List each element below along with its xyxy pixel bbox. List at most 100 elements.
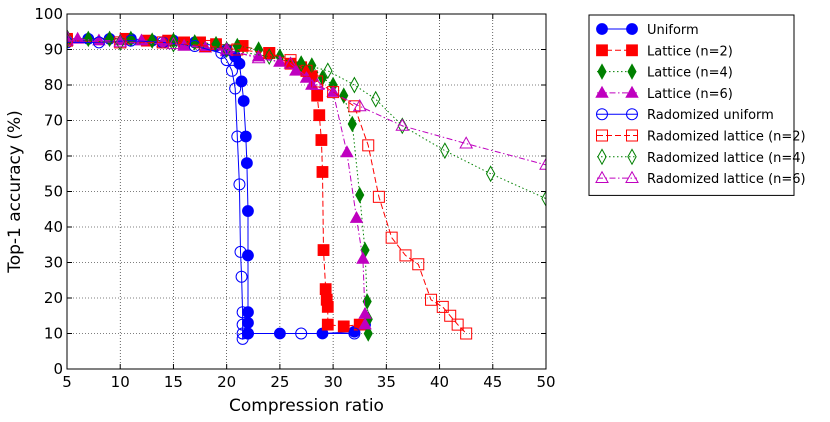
data-point	[440, 142, 450, 160]
data-point	[352, 98, 367, 112]
data-point	[321, 318, 334, 331]
series-5	[67, 34, 473, 340]
x-tick-label: 5	[62, 373, 72, 391]
data-point	[385, 231, 398, 244]
grid-lines	[67, 14, 546, 369]
data-point	[221, 41, 232, 58]
data-point	[340, 145, 354, 158]
data-point	[83, 30, 93, 48]
legend-item: Radomized lattice (n=6)	[595, 170, 806, 187]
data-point	[349, 210, 364, 223]
x-axis-label: Compression ratio	[229, 396, 384, 416]
data-point	[370, 90, 381, 108]
data-point	[242, 249, 254, 262]
x-tick-label: 25	[270, 373, 289, 391]
data-point	[219, 42, 234, 55]
x-tick-label: 35	[377, 373, 396, 391]
data-point	[284, 54, 297, 67]
legend-item: Radomized uniform	[596, 108, 774, 123]
data-point	[168, 35, 179, 53]
legend-item: Lattice (n=4)	[597, 63, 733, 81]
y-tick-label: 10	[44, 325, 63, 343]
series-layer	[67, 28, 546, 345]
data-point	[321, 300, 334, 313]
y-tick-label: 30	[44, 254, 63, 272]
data-point	[597, 148, 607, 166]
data-point	[596, 23, 608, 35]
data-point	[70, 31, 85, 44]
data-point	[236, 327, 249, 340]
data-point	[348, 327, 361, 340]
data-point	[156, 36, 169, 49]
data-point	[264, 48, 274, 66]
data-point	[233, 178, 246, 191]
data-point	[311, 75, 324, 88]
data-point	[104, 30, 115, 48]
data-point	[296, 55, 306, 73]
data-point	[358, 317, 372, 330]
x-tick-label: 45	[483, 373, 502, 391]
data-point	[166, 36, 181, 50]
data-point	[319, 283, 332, 296]
legend-item: Lattice (n=2)	[596, 44, 733, 59]
data-point	[92, 36, 105, 49]
data-point	[451, 318, 464, 331]
data-point	[626, 129, 638, 142]
y-tick-label: 90	[44, 41, 63, 59]
data-point	[459, 136, 474, 149]
data-point	[240, 157, 253, 170]
data-point	[295, 327, 308, 340]
data-point	[327, 86, 340, 99]
data-point	[241, 327, 254, 340]
data-point	[235, 75, 248, 88]
data-point	[310, 77, 325, 90]
data-point	[597, 63, 607, 80]
series-line	[67, 40, 467, 334]
data-point	[626, 23, 638, 35]
series-line	[67, 40, 546, 166]
data-point	[236, 306, 249, 319]
data-point	[539, 157, 546, 170]
data-point	[436, 300, 449, 313]
data-point	[263, 47, 276, 60]
data-point	[311, 89, 324, 102]
data-point	[626, 44, 638, 57]
data-point	[627, 63, 637, 80]
legend-label: Lattice (n=2)	[647, 44, 733, 59]
data-point	[229, 82, 242, 95]
data-point	[595, 85, 609, 98]
data-point	[595, 170, 609, 183]
data-point	[596, 129, 608, 142]
legend-label: Radomized lattice (n=6)	[647, 172, 806, 187]
data-point	[355, 186, 365, 204]
data-point	[233, 57, 246, 70]
data-point	[625, 170, 639, 183]
data-point	[273, 54, 287, 67]
data-point	[235, 270, 248, 283]
data-point	[220, 54, 233, 67]
data-point	[541, 190, 546, 208]
legend-item: Radomized lattice (n=4)	[597, 148, 806, 166]
series-line	[67, 36, 366, 325]
y-tick-label: 80	[44, 76, 63, 94]
data-point	[283, 56, 298, 69]
data-point	[315, 134, 328, 146]
legend-label: Radomized lattice (n=2)	[647, 130, 806, 145]
data-point	[237, 95, 250, 107]
data-point	[596, 108, 608, 121]
data-point	[596, 44, 608, 57]
legend-label: Lattice (n=4)	[647, 66, 733, 81]
data-point	[397, 117, 407, 135]
data-point	[199, 39, 212, 52]
y-tick-label: 20	[44, 289, 63, 307]
data-point	[627, 148, 637, 166]
data-point	[251, 51, 266, 64]
data-point	[242, 205, 254, 217]
y-tick-label: 40	[44, 218, 63, 236]
x-tick-label: 50	[536, 373, 555, 391]
y-tick-label: 70	[44, 112, 63, 130]
x-tick-label: 40	[430, 373, 449, 391]
data-point	[317, 244, 330, 256]
data-point	[460, 327, 473, 340]
